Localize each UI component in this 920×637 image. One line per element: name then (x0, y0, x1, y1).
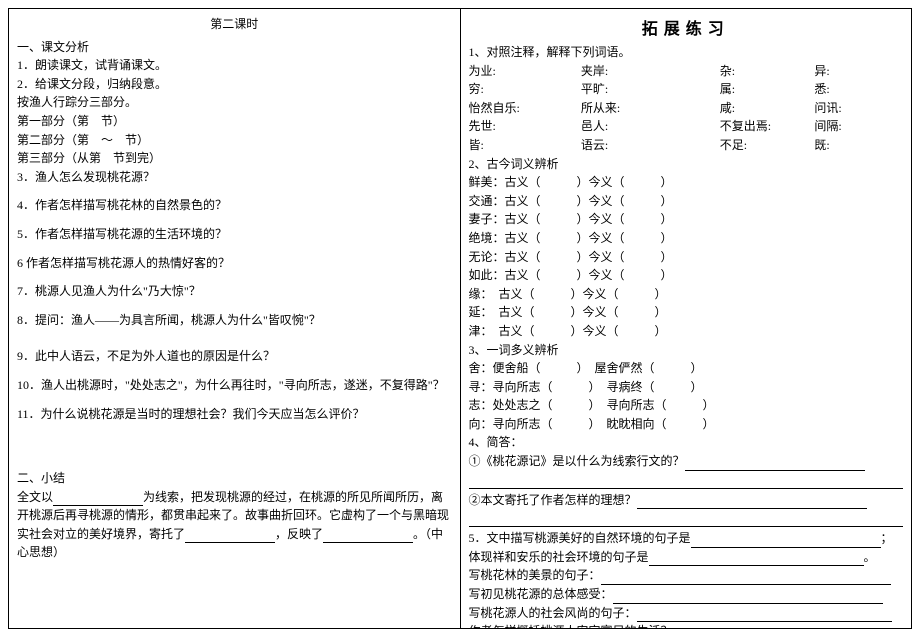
left-item: 按渔人行踪分三部分。 (17, 93, 452, 112)
blank-line (691, 534, 881, 548)
blank-line (323, 529, 413, 543)
right-column: 拓展练习 1、对照注释，解释下列词语。 为业: 夹岸: 杂: 异: 穷: 平旷:… (461, 9, 912, 628)
vocab-cell: 间隔: (814, 117, 903, 136)
s1-heading: 1、对照注释，解释下列词语。 (469, 43, 904, 62)
worksheet-page: 第二课时 一、课文分析 1．朗读课文，试背诵课文。 2．给课文分段，归纳段意。 … (8, 8, 912, 629)
vocab-cell: 语云: (581, 136, 714, 155)
question-8: 8．提问：渔人——为具言所闻，桃源人为什么"皆叹惋"？ (17, 311, 452, 330)
vocab-cell: 怡然自乐: (469, 99, 575, 118)
left-item: 第一部分（第 节） (17, 112, 452, 131)
oldnew-item: 绝境：古义（ ）今义（ ） (469, 229, 904, 248)
s5-heading: 5．文中描写桃源美好的自然环境的句子是； (469, 529, 904, 548)
left-item: 3．渔人怎么发现桃花源？ (17, 168, 452, 187)
vocab-cell: 问讯: (814, 99, 903, 118)
s5-line: 写桃花林的美景的句子： (469, 566, 904, 585)
s4-q2-text: ②本文寄托了作者怎样的理想？ (469, 493, 637, 507)
vocab-cell: 先世: (469, 117, 575, 136)
left-item: 2．给课文分段，归纳段意。 (17, 75, 452, 94)
vocab-cell: 不复出焉: (720, 117, 809, 136)
polysemy-item: 寻：寻向所志（ ） 寻病终（ ） (469, 378, 904, 397)
question-7: 7．桃源人见渔人为什么"乃大惊"？ (17, 282, 452, 301)
s5-line: 写初见桃花源的总体感受： (469, 585, 904, 604)
question-10: 10．渔人出桃源时，"处处志之"，为什么再往时，"寻向所志，遂迷，不复得路"？ (17, 376, 452, 395)
extension-title: 拓展练习 (469, 15, 904, 39)
vocab-cell: 咸: (720, 99, 809, 118)
s5-text: 作者怎样概括桃源人安定富足的生活？ (469, 624, 673, 628)
vocab-cell: 所从来: (581, 99, 714, 118)
summary-text: 全文以 (17, 490, 53, 504)
lesson-title: 第二课时 (17, 15, 452, 34)
polysemy-item: 志：处处志之（ ） 寻向所志（ ） (469, 396, 904, 415)
blank-line (185, 529, 275, 543)
question-11: 11．为什么说桃花源是当时的理想社会？我们今天应当怎么评价？ (17, 405, 452, 424)
question-9: 9．此中人语云，不足为外人道也的原因是什么？ (17, 347, 452, 366)
question-4: 4．作者怎样描写桃花林的自然景色的？ (17, 196, 452, 215)
s5-text: 写桃花源人的社会风尚的句子： (469, 606, 637, 620)
summary-text: ，反映了 (275, 527, 323, 541)
blank-full (469, 475, 904, 489)
vocab-cell: 属: (720, 80, 809, 99)
polysemy-item: 向：寻向所志（ ） 眈眈相向（ ） (469, 415, 904, 434)
question-6: 6 作者怎样描写桃花源人的热情好客的？ (17, 254, 452, 273)
blank-line (649, 552, 864, 566)
s5-line: 写桃花源人的社会风尚的句子： (469, 604, 904, 623)
s5-line: 作者怎样概括桃源人安定富足的生活？ (469, 622, 904, 628)
vocab-row: 皆: 语云: 不足: 既: (469, 136, 904, 155)
section1-heading: 一、课文分析 (17, 38, 452, 57)
vocab-cell: 不足: (720, 136, 809, 155)
oldnew-item: 延： 古义（ ）今义（ ） (469, 303, 904, 322)
oldnew-item: 津： 古义（ ）今义（ ） (469, 322, 904, 341)
blank-line (685, 457, 865, 471)
oldnew-item: 缘： 古义（ ）今义（ ） (469, 285, 904, 304)
vocab-row: 怡然自乐: 所从来: 咸: 问讯: (469, 99, 904, 118)
vocab-cell: 夹岸: (581, 62, 714, 81)
oldnew-item: 妻子：古义（ ）今义（ ） (469, 210, 904, 229)
left-item: 1．朗读课文，试背诵课文。 (17, 56, 452, 75)
vocab-cell: 穷: (469, 80, 575, 99)
vocab-cell: 邑人: (581, 117, 714, 136)
vocab-cell: 为业: (469, 62, 575, 81)
left-item: 第三部分（从第 节到完） (17, 149, 452, 168)
s2-heading: 2、古今词义辨析 (469, 155, 904, 174)
left-item: 第二部分（第 ～ 节） (17, 131, 452, 150)
vocab-cell: 平旷: (581, 80, 714, 99)
s4-q2: ②本文寄托了作者怎样的理想？ (469, 491, 904, 510)
s5-head-text: 5．文中描写桃源美好的自然环境的句子是 (469, 531, 691, 545)
blank-line (637, 495, 867, 509)
blank-line (637, 608, 892, 622)
vocab-row: 先世: 邑人: 不复出焉: 间隔: (469, 117, 904, 136)
blank-line (53, 492, 143, 506)
vocab-cell: 皆: (469, 136, 575, 155)
oldnew-item: 交通：古义（ ）今义（ ） (469, 192, 904, 211)
s4-heading: 4、简答： (469, 433, 904, 452)
s5-text: 写桃花林的美景的句子： (469, 568, 601, 582)
s4-q1-text: ①《桃花源记》是以什么为线索行文的？ (469, 454, 685, 468)
s5-text: 体现祥和安乐的社会环境的句子是 (469, 550, 649, 564)
s3-heading: 3、一词多义辨析 (469, 341, 904, 360)
s4-q1: ①《桃花源记》是以什么为线索行文的？ (469, 452, 904, 471)
oldnew-item: 无论：古义（ ）今义（ ） (469, 248, 904, 267)
blank-full (469, 513, 904, 527)
blank-line (613, 590, 883, 604)
vocab-row: 为业: 夹岸: 杂: 异: (469, 62, 904, 81)
vocab-cell: 杂: (720, 62, 809, 81)
vocab-cell: 既: (814, 136, 903, 155)
s5-line: 体现祥和安乐的社会环境的句子是。 (469, 548, 904, 567)
vocab-cell: 悉: (814, 80, 903, 99)
left-column: 第二课时 一、课文分析 1．朗读课文，试背诵课文。 2．给课文分段，归纳段意。 … (9, 9, 461, 628)
s5-text: 写初见桃花源的总体感受： (469, 587, 613, 601)
summary-paragraph: 全文以为线索，把发现桃源的经过，在桃源的所见所闻所历，离开桃源后再寻桃源的情形，… (17, 488, 452, 562)
vocab-cell: 异: (814, 62, 903, 81)
oldnew-item: 鲜美：古义（ ）今义（ ） (469, 173, 904, 192)
polysemy-item: 舍：便舍船（ ） 屋舍俨然（ ） (469, 359, 904, 378)
oldnew-item: 如此：古义（ ）今义（ ） (469, 266, 904, 285)
blank-line (601, 571, 891, 585)
section2-heading: 二、小结 (17, 469, 452, 488)
question-5: 5．作者怎样描写桃花源的生活环境的？ (17, 225, 452, 244)
vocab-row: 穷: 平旷: 属: 悉: (469, 80, 904, 99)
blank-line (673, 627, 898, 628)
